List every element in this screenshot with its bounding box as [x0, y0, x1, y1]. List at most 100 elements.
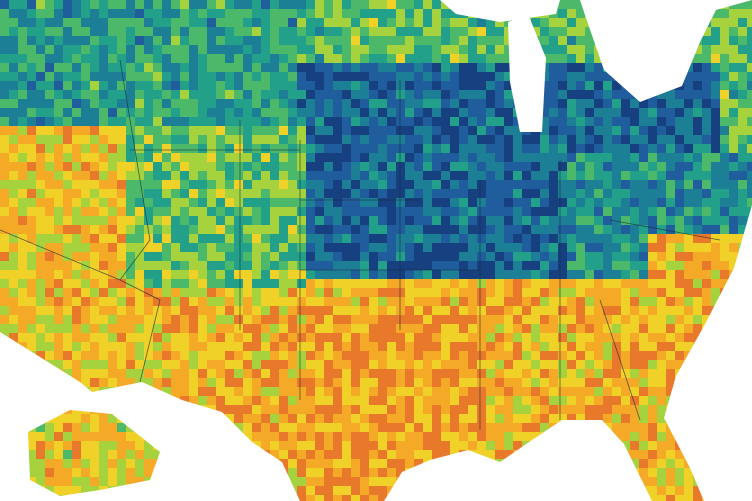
- county-cell: [684, 495, 694, 501]
- county-cell: [621, 369, 631, 379]
- county-cell: [648, 459, 658, 469]
- county-cell: [504, 423, 514, 433]
- county-cell: [99, 288, 109, 298]
- county-cell: [162, 126, 172, 136]
- county-cell: [36, 216, 46, 226]
- county-cell: [117, 279, 127, 289]
- county-cell: [126, 0, 136, 10]
- county-cell: [117, 477, 127, 487]
- county-cell: [702, 90, 712, 100]
- county-cell: [234, 387, 244, 397]
- county-cell: [513, 360, 523, 370]
- county-cell: [459, 27, 469, 37]
- county-cell: [63, 36, 73, 46]
- county-cell: [117, 333, 127, 343]
- county-cell: [180, 171, 190, 181]
- county-cell: [342, 270, 352, 280]
- county-cell: [81, 441, 91, 451]
- county-cell: [702, 117, 712, 127]
- county-cell: [234, 126, 244, 136]
- county-cell: [333, 342, 343, 352]
- county-cell: [234, 81, 244, 91]
- county-cell: [567, 180, 577, 190]
- county-cell: [432, 36, 442, 46]
- county-cell: [594, 342, 604, 352]
- county-cell: [306, 360, 316, 370]
- county-cell: [81, 360, 91, 370]
- county-cell: [81, 153, 91, 163]
- county-cell: [396, 117, 406, 127]
- county-cell: [495, 252, 505, 262]
- county-cell: [414, 126, 424, 136]
- county-cell: [378, 351, 388, 361]
- county-cell: [0, 198, 10, 208]
- county-cell: [684, 270, 694, 280]
- county-cell: [351, 324, 361, 334]
- county-cell: [117, 324, 127, 334]
- county-cell: [198, 9, 208, 19]
- county-cell: [666, 333, 676, 343]
- county-cell: [135, 333, 145, 343]
- county-cell: [180, 54, 190, 64]
- county-cell: [306, 252, 316, 262]
- county-cell: [279, 234, 289, 244]
- county-cell: [153, 63, 163, 73]
- county-cell: [414, 162, 424, 172]
- county-cell: [117, 162, 127, 172]
- county-cell: [198, 198, 208, 208]
- county-cell: [18, 63, 28, 73]
- county-cell: [621, 378, 631, 388]
- county-cell: [360, 117, 370, 127]
- county-cell: [135, 27, 145, 37]
- county-cell: [18, 225, 28, 235]
- county-cell: [261, 216, 271, 226]
- county-cell: [72, 153, 82, 163]
- county-cell: [504, 279, 514, 289]
- county-cell: [207, 27, 217, 37]
- county-cell: [594, 333, 604, 343]
- county-cell: [729, 108, 739, 118]
- county-cell: [261, 306, 271, 316]
- county-cell: [567, 234, 577, 244]
- county-cell: [351, 108, 361, 118]
- county-cell: [621, 108, 631, 118]
- county-cell: [36, 198, 46, 208]
- county-cell: [351, 144, 361, 154]
- county-cell: [126, 171, 136, 181]
- county-cell: [333, 477, 343, 487]
- county-cell: [504, 414, 514, 424]
- county-cell: [513, 333, 523, 343]
- county-cell: [153, 162, 163, 172]
- county-cell: [351, 387, 361, 397]
- county-cell: [252, 351, 262, 361]
- county-cell: [387, 126, 397, 136]
- county-cell: [531, 207, 541, 217]
- county-cell: [243, 360, 253, 370]
- county-cell: [45, 207, 55, 217]
- county-cell: [576, 216, 586, 226]
- county-cell: [405, 153, 415, 163]
- county-cell: [387, 441, 397, 451]
- county-cell: [414, 270, 424, 280]
- county-cell: [630, 171, 640, 181]
- county-cell: [342, 351, 352, 361]
- county-cell: [414, 333, 424, 343]
- county-cell: [657, 288, 667, 298]
- county-cell: [576, 342, 586, 352]
- county-cell: [279, 45, 289, 55]
- county-cell: [549, 351, 559, 361]
- county-cell: [135, 180, 145, 190]
- county-cell: [423, 90, 433, 100]
- county-cell: [405, 171, 415, 181]
- county-cell: [225, 324, 235, 334]
- county-cell: [135, 468, 145, 478]
- county-cell: [423, 0, 433, 10]
- county-cell: [63, 63, 73, 73]
- county-cell: [333, 54, 343, 64]
- county-cell: [72, 171, 82, 181]
- county-cell: [27, 243, 37, 253]
- county-cell: [45, 0, 55, 10]
- county-cell: [450, 63, 460, 73]
- county-cell: [603, 144, 613, 154]
- county-cell: [729, 126, 739, 136]
